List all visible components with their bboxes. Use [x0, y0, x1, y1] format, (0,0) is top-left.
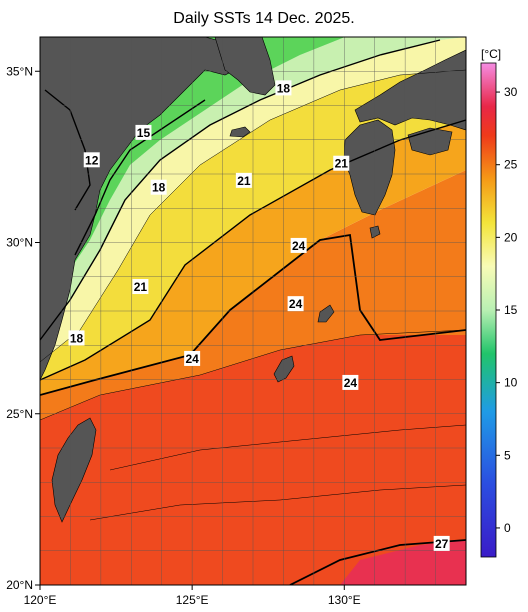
- isotherm-label-bg: [342, 374, 359, 390]
- land-amami: [317, 304, 335, 323]
- grid: [40, 37, 466, 585]
- isotherm-label: 12: [85, 153, 99, 167]
- isotherm-24: [40, 233, 466, 396]
- isotherm-label-bg: [132, 279, 149, 295]
- isotherm-label-bg: [290, 237, 307, 253]
- isotherm-fine-4: [89, 484, 466, 521]
- y-tick-label: 25°N: [6, 407, 33, 421]
- x-tick-label: 125°E: [176, 593, 209, 607]
- isotherm-label-bg: [83, 152, 100, 168]
- land-honshu: [354, 49, 466, 131]
- colorbar-tick-label: 30: [504, 85, 518, 99]
- colorbar-tick-label: 15: [504, 303, 518, 317]
- isotherm-label-bg: [184, 350, 201, 366]
- isotherm-label: 18: [277, 81, 291, 95]
- isotherm-18: [40, 39, 441, 341]
- isotherm-label: 15: [137, 126, 151, 140]
- land-kyushu: [343, 119, 396, 216]
- colorbar-ticks: 30 25 20 15 10 5 0: [496, 85, 518, 535]
- isotherm-label-bg: [275, 80, 292, 96]
- colorbar-unit: [°C]: [481, 47, 501, 61]
- isotherm-label: 24: [344, 376, 358, 390]
- isotherm-label-bg: [68, 330, 85, 346]
- land-jeju: [229, 126, 251, 138]
- land-taiwan: [51, 417, 97, 523]
- isotherms: [40, 39, 466, 585]
- isotherm-label-bg: [433, 535, 450, 551]
- isotherm-21: [40, 119, 466, 381]
- isotherm-fine-2: [40, 69, 466, 363]
- isotherm-label-bg: [135, 124, 152, 140]
- colorbar-tick-label: 25: [504, 158, 518, 172]
- isotherm-label-bg: [333, 155, 350, 171]
- land-yakushima: [369, 225, 381, 239]
- land-korea: [214, 37, 276, 96]
- colorbar-tick-label: 5: [504, 448, 511, 462]
- isotherm-12: [44, 89, 91, 211]
- map-title: Daily SSTs 14 Dec. 2025.: [173, 10, 355, 27]
- isotherm-label-bg: [150, 179, 167, 195]
- isotherm-label-bg: [235, 172, 252, 188]
- sst-band-warmest-southeast: [340, 540, 466, 585]
- colorbar-tick-label: 20: [504, 230, 518, 244]
- isotherm-label: 18: [70, 331, 84, 345]
- x-tick-label: 130°E: [328, 593, 361, 607]
- y-tick-label: 35°N: [6, 64, 33, 78]
- colorbar-gradient: [480, 62, 497, 558]
- isotherm-label: 24: [292, 239, 306, 253]
- isotherm-label: 21: [134, 280, 148, 294]
- isotherm-label: 21: [237, 174, 251, 188]
- sst-band-pale-yellow: [40, 37, 466, 362]
- isotherm-label-bg: [287, 296, 304, 312]
- isotherm-fine-3: [109, 424, 466, 471]
- isotherm-15: [74, 99, 206, 256]
- isotherm-27: [289, 539, 466, 585]
- isotherm-label: 24: [289, 297, 303, 311]
- x-axis: 120°E 125°E 130°E: [24, 585, 361, 607]
- isotherm-label: 18: [152, 181, 166, 195]
- isotherm-fine-1: [40, 329, 466, 421]
- y-tick-label: 20°N: [6, 578, 33, 592]
- land-okinawa: [273, 355, 295, 383]
- colorbar: [°C] 30 25 20 15 10 5 0: [480, 47, 518, 558]
- plot-frame: [39, 36, 467, 586]
- isotherm-label: 27: [435, 537, 449, 551]
- y-tick-label: 30°N: [6, 236, 33, 250]
- colorbar-tick-label: 10: [504, 376, 518, 390]
- isotherm-labels: 12 15 18 18 18 21 21 21 24 24 24 24 27: [68, 80, 450, 551]
- y-axis: 35°N 30°N 25°N 20°N: [6, 64, 40, 592]
- x-tick-label: 120°E: [24, 593, 57, 607]
- isotherm-label: 21: [335, 157, 349, 171]
- isotherm-label: 24: [185, 352, 199, 366]
- colorbar-tick-label: 0: [504, 521, 511, 535]
